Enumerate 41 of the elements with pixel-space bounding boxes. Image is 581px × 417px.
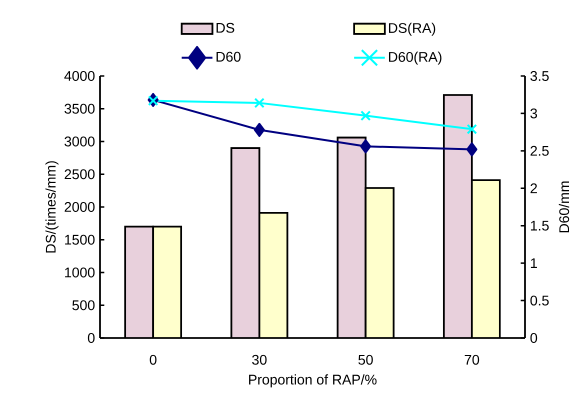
y-tick-label: 4000 bbox=[64, 71, 95, 81]
y2-tick-label: 2 bbox=[530, 183, 537, 194]
point bbox=[254, 122, 265, 137]
y2-tick-label: 1 bbox=[530, 258, 537, 268]
x-tick-label: 30 bbox=[252, 354, 267, 365]
bar bbox=[153, 226, 182, 338]
y-tick-label: 2000 bbox=[64, 202, 95, 212]
bar bbox=[259, 212, 288, 338]
legend-label: DS bbox=[216, 22, 234, 33]
x-tick-label: 0 bbox=[150, 354, 156, 365]
bar bbox=[231, 148, 260, 338]
y-tick-label: 3000 bbox=[64, 136, 95, 146]
x-tick-label: 70 bbox=[464, 354, 480, 365]
y-tick-label: 500 bbox=[72, 300, 95, 310]
y2-tick-label: 1.5 bbox=[530, 220, 549, 231]
y2-tick-label: 0.5 bbox=[530, 296, 549, 306]
y-tick-label: 1500 bbox=[65, 234, 95, 245]
y-tick-label: 0 bbox=[88, 333, 95, 343]
point bbox=[254, 98, 265, 108]
y2-tick-label: 3 bbox=[530, 108, 538, 118]
legend-label: DS(RA) bbox=[388, 22, 436, 36]
x-axis-title: Proportion of RAP/% bbox=[249, 374, 377, 388]
y-tick-label: 2500 bbox=[64, 169, 95, 180]
bar bbox=[338, 138, 366, 338]
y-tick-label: 1000 bbox=[65, 268, 95, 278]
y-tick-label: 3500 bbox=[64, 104, 95, 114]
bar bbox=[366, 188, 394, 338]
point bbox=[466, 142, 478, 156]
x-tick-label: 50 bbox=[358, 354, 373, 365]
y2-tick-label: 0 bbox=[530, 333, 538, 343]
point bbox=[148, 95, 158, 106]
point bbox=[360, 139, 372, 154]
y-axis-title: DS/(times/mm) bbox=[45, 161, 58, 253]
bar bbox=[125, 226, 154, 338]
point bbox=[466, 124, 478, 134]
y2-tick-label: 2.5 bbox=[530, 146, 549, 156]
y2-axis-title: D60/mm bbox=[558, 181, 570, 232]
y2-tick-label: 3.5 bbox=[530, 71, 549, 81]
legend-label: D60(RA) bbox=[388, 52, 442, 65]
legend-label: D60 bbox=[216, 52, 241, 62]
point bbox=[360, 110, 371, 121]
